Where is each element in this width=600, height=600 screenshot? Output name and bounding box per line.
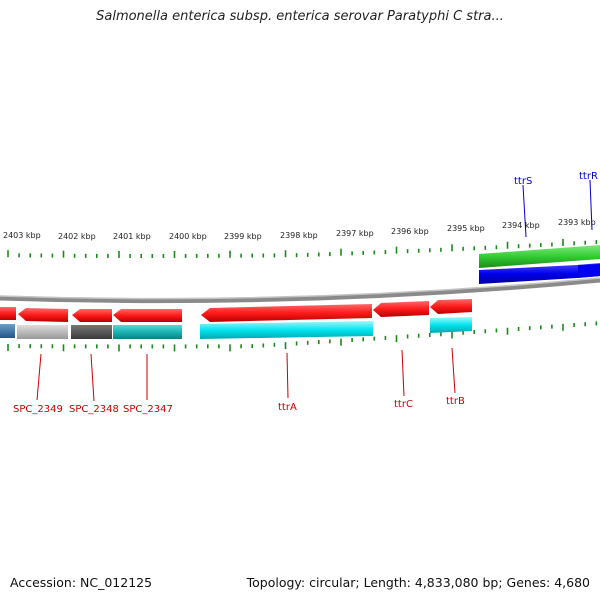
scale-label: 2397 kbp — [336, 229, 374, 238]
gene-label-ttrB[interactable]: ttrB — [446, 396, 465, 407]
gene-arrow[interactable] — [18, 308, 68, 322]
reverse-strand-bands — [0, 317, 472, 339]
band-cyan — [430, 317, 472, 333]
band-teal — [113, 325, 182, 339]
gene-label-SPC_2348[interactable]: SPC_2348 — [69, 404, 119, 415]
gene-ttrS-blue[interactable] — [479, 263, 600, 284]
scale-label: 2393 kbp — [558, 218, 596, 227]
scale-label: 2400 kbp — [169, 232, 207, 241]
leader-lines-upper — [522, 179, 593, 238]
gene-arrow[interactable] — [430, 299, 472, 314]
scale-label: 2402 kbp — [58, 232, 96, 241]
gene-arrow[interactable] — [0, 307, 16, 320]
scale-label: 2398 kbp — [280, 231, 318, 240]
gene-arrow[interactable] — [201, 304, 372, 322]
band-gray-dark — [71, 325, 112, 339]
scale-label: 2395 kbp — [447, 224, 485, 233]
genome-summary-text: Topology: circular; Length: 4,833,080 bp… — [246, 575, 590, 590]
accession-text: Accession: NC_012125 — [10, 575, 153, 590]
genome-backbone — [0, 277, 600, 304]
reverse-strand-genes — [0, 299, 472, 322]
gene-label-ttrS[interactable]: ttrS — [514, 176, 532, 187]
scale-label: 2396 kbp — [391, 227, 429, 236]
outer-tick-ring — [7, 238, 598, 258]
gene-labels: SPC_2349 SPC_2348 SPC_2347 ttrA ttrC ttr… — [13, 171, 598, 415]
gene-ttrS-green[interactable] — [479, 245, 600, 268]
gene-arrow[interactable] — [373, 301, 429, 317]
scale-labels: 2403 kbp 2402 kbp 2401 kbp 2400 kbp 2399… — [3, 218, 596, 241]
band-gray-light — [17, 325, 68, 339]
inner-tick-ring — [7, 321, 598, 352]
gene-label-SPC_2349[interactable]: SPC_2349 — [13, 404, 63, 415]
band-steel — [0, 324, 15, 338]
scale-label: 2403 kbp — [3, 231, 41, 240]
gene-label-ttrA[interactable]: ttrA — [278, 402, 297, 413]
gene-arrow[interactable] — [113, 309, 182, 322]
scale-label: 2399 kbp — [224, 232, 262, 241]
gene-label-SPC_2347[interactable]: SPC_2347 — [123, 404, 173, 415]
leader-lines — [36, 347, 456, 402]
scale-label: 2401 kbp — [113, 232, 151, 241]
band-cyan — [200, 321, 373, 339]
gene-label-ttrC[interactable]: ttrC — [394, 399, 413, 410]
map-title: Salmonella enterica subsp. enterica sero… — [96, 9, 504, 24]
scale-label: 2394 kbp — [502, 221, 540, 230]
gene-ttrR-blue[interactable] — [578, 264, 600, 278]
forward-strand-features — [479, 245, 600, 284]
gene-arrow[interactable] — [72, 309, 112, 322]
gene-label-ttrR[interactable]: ttrR — [579, 171, 598, 182]
